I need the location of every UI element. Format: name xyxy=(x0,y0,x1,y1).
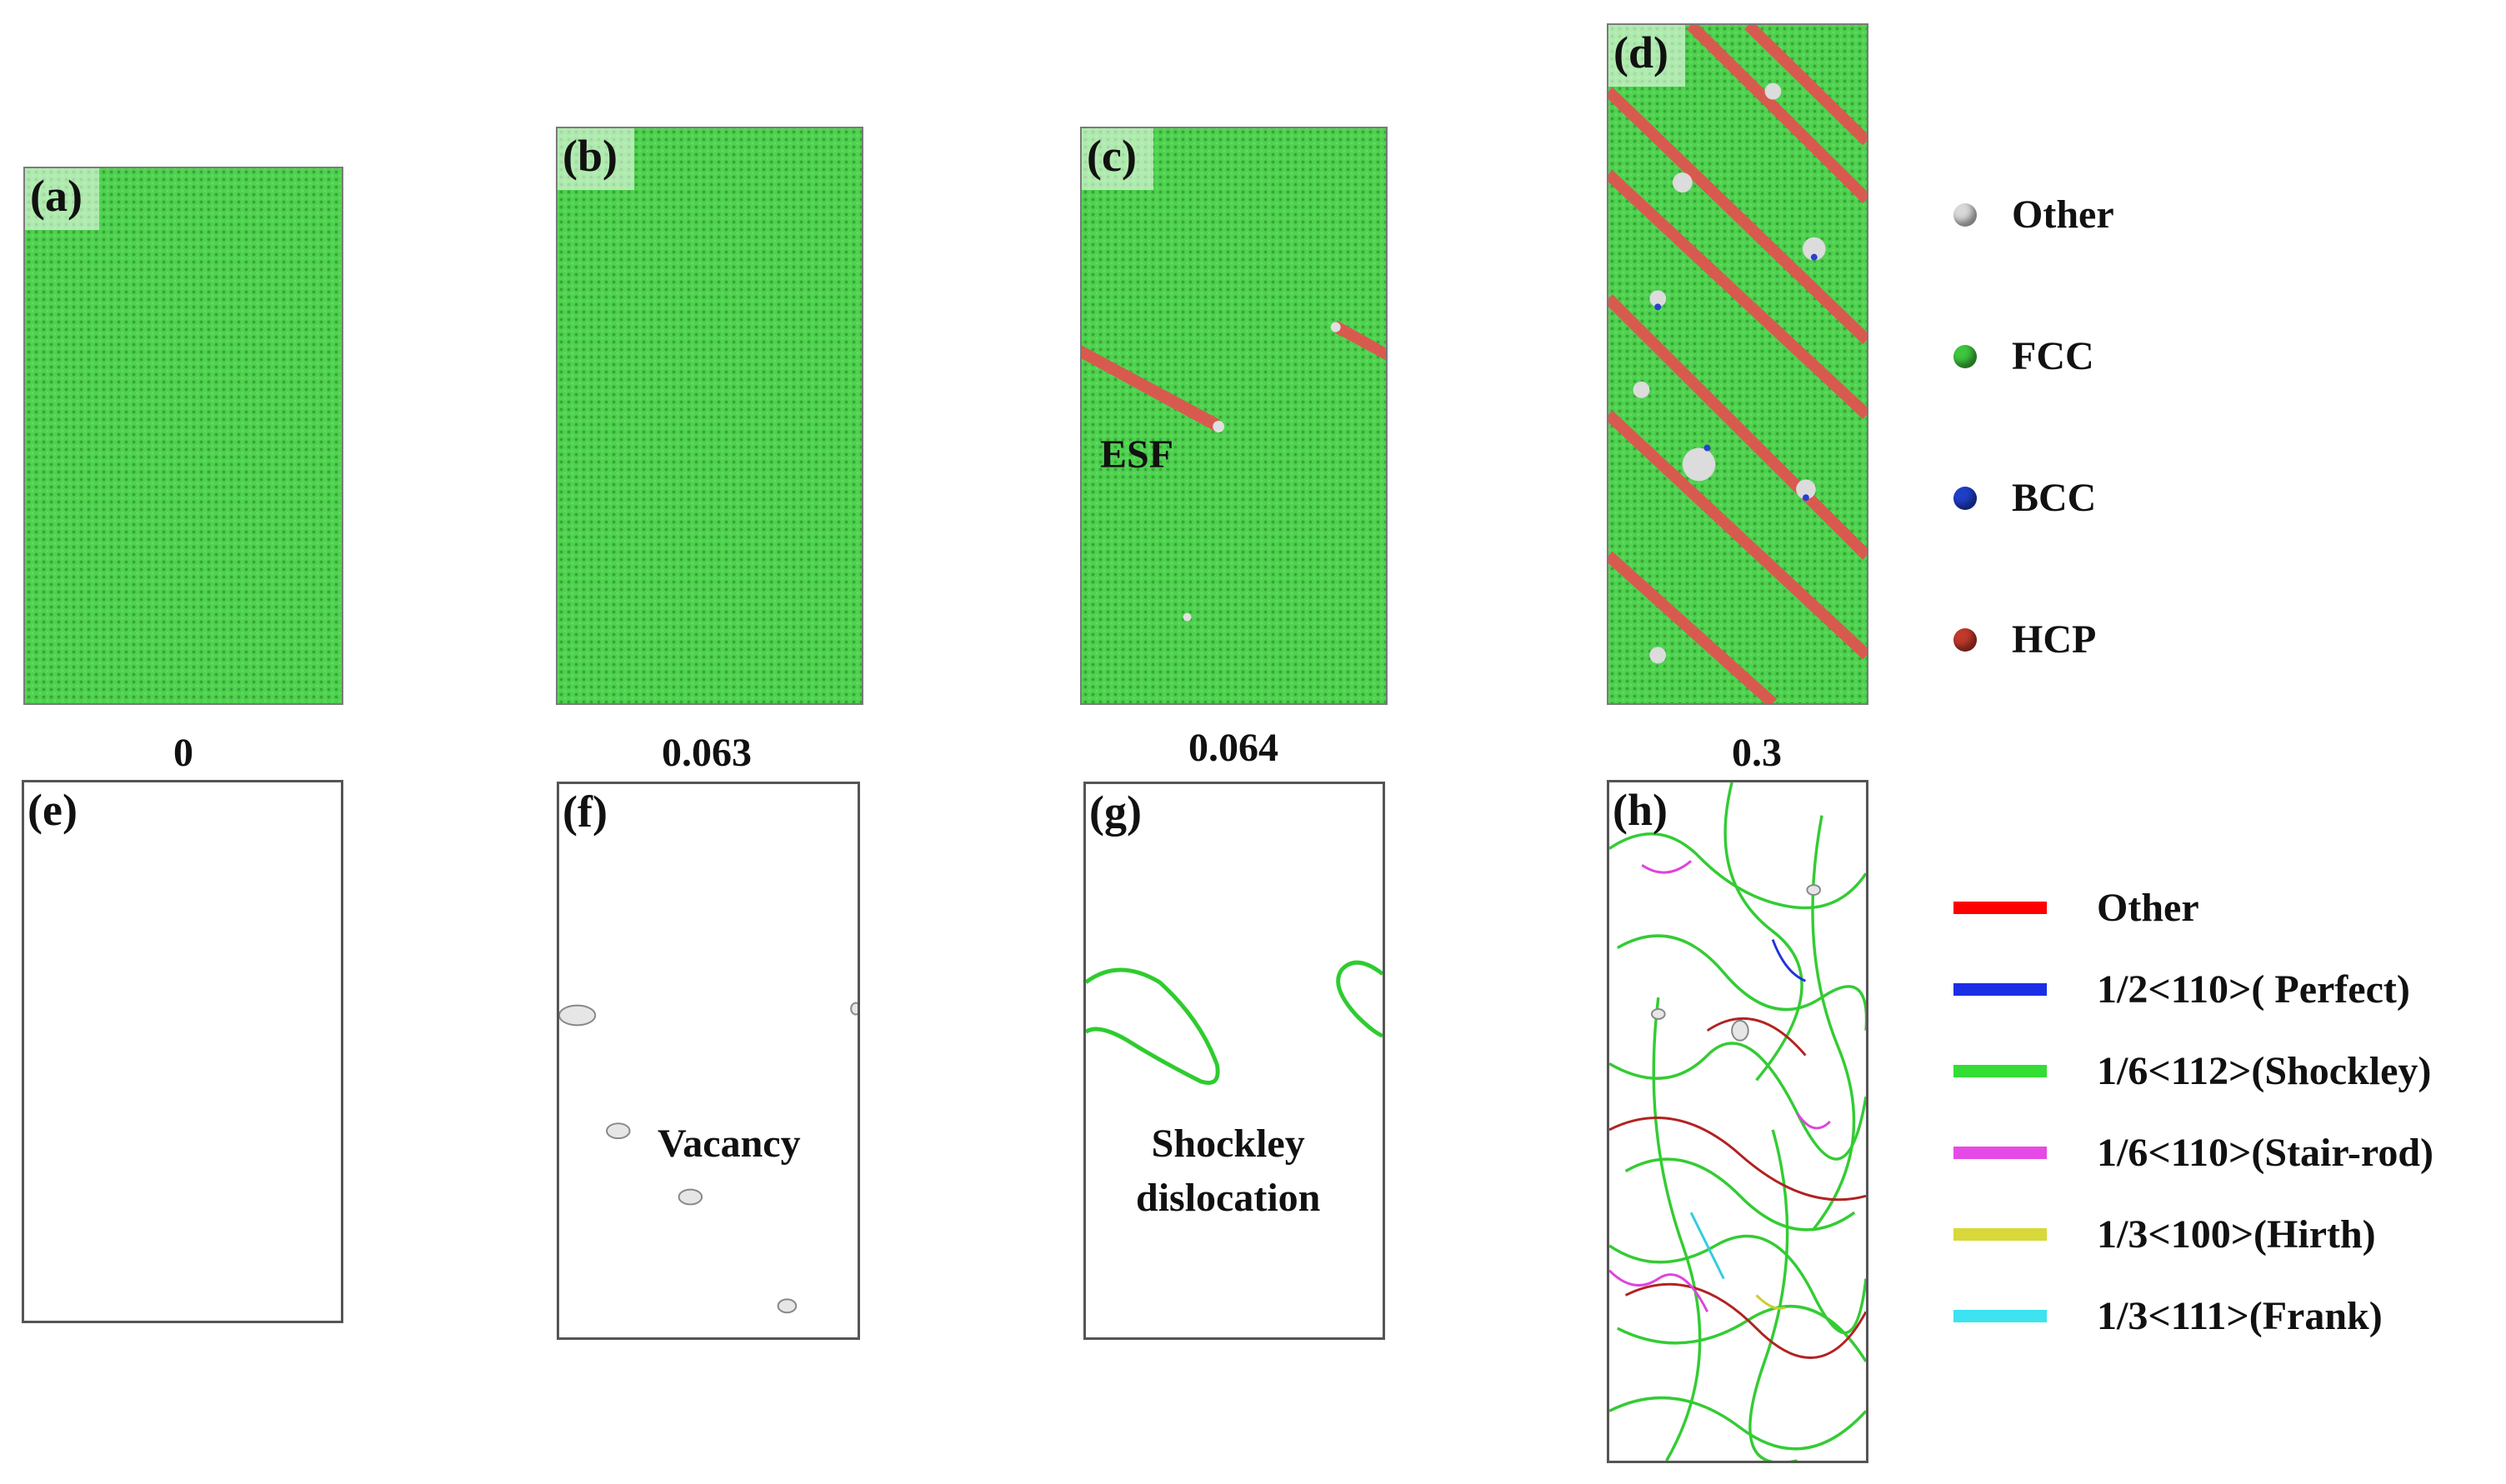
panel-g: (g) Shockley dislocation xyxy=(1083,782,1385,1340)
perfect-line-swatch xyxy=(1953,983,2047,996)
panel-label-a: (a) xyxy=(25,168,99,230)
panel-label-c: (c) xyxy=(1082,128,1153,190)
shockley-dislocation-line xyxy=(1086,967,1220,1085)
dislocation-legend-shockley: 1/6<112>(Shockley) xyxy=(1953,1048,2431,1094)
other-atom-icon xyxy=(1953,202,1977,227)
partial-atom xyxy=(1213,420,1225,432)
shockley-annotation-line2: dislocation xyxy=(1136,1175,1321,1220)
dislocation-legend-label: 1/6<110>(Stair-rod) xyxy=(2097,1131,2434,1175)
panel-h: (h) xyxy=(1607,780,1868,1463)
panel-a: (a) xyxy=(23,167,343,705)
hcp-bands-overlay xyxy=(1608,25,1867,703)
dislocation-legend-label: 1/2<110>( Perfect) xyxy=(2097,967,2410,1012)
structure-legend-label: BCC xyxy=(2012,476,2097,520)
shockley-annotation-line1: Shockley xyxy=(1151,1122,1305,1166)
hirth-line-swatch xyxy=(1953,1228,2047,1241)
dislocation-legend-stair-rod: 1/6<110>(Stair-rod) xyxy=(1953,1130,2433,1176)
structure-legend-label: FCC xyxy=(2012,334,2094,378)
panel-b: (b) xyxy=(556,127,863,705)
structure-legend-fcc: FCC xyxy=(1953,333,2094,379)
vacancy-annotation: Vacancy xyxy=(658,1122,801,1166)
esf-annotation: ESF xyxy=(1100,432,1174,477)
strain-label-a: 0 xyxy=(173,731,193,775)
stacking-fault-band xyxy=(1082,345,1221,432)
dislocation-legend-perfect: 1/2<110>( Perfect) xyxy=(1953,967,2410,1012)
stair-rod-line-swatch xyxy=(1953,1147,2047,1159)
structure-legend-other: Other xyxy=(1953,192,2114,237)
structure-legend-label: HCP xyxy=(2012,617,2097,662)
panel-c: (c) ESF xyxy=(1080,127,1388,705)
vacancy-clusters xyxy=(559,1002,858,1314)
shockley-annotation: Shockley dislocation xyxy=(1136,1117,1320,1226)
dislocation-legend-label: 1/6<112>(Shockley) xyxy=(2097,1049,2432,1093)
dislocation-legend-label: Other xyxy=(2097,886,2199,930)
shockley-dislocation-line xyxy=(1336,960,1383,1038)
panel-label-e: (e) xyxy=(28,785,78,835)
panel-label-g: (g) xyxy=(1089,787,1142,837)
structure-legend-bcc: BCC xyxy=(1953,475,2096,521)
panel-d: (d) xyxy=(1607,23,1868,705)
panel-label-b: (b) xyxy=(558,128,634,190)
strain-label-c: 0.064 xyxy=(1188,726,1278,770)
shockley-line-swatch xyxy=(1953,1065,2047,1077)
dislocation-legend-frank: 1/3<111>(Frank) xyxy=(1953,1293,2383,1339)
dislocation-network xyxy=(1609,782,1866,1461)
esf-overlay xyxy=(1082,320,1386,622)
other-atom xyxy=(1183,612,1192,622)
dislocation-legend-other: Other xyxy=(1953,885,2199,931)
panel-label-d: (d) xyxy=(1608,25,1685,87)
panel-label-f: (f) xyxy=(563,787,608,837)
other-line-swatch xyxy=(1953,902,2047,914)
partial-atom xyxy=(1330,322,1341,332)
strain-label-d: 0.3 xyxy=(1732,731,1782,775)
dislocation-legend-hirth: 1/3<100>(Hirth) xyxy=(1953,1212,2376,1257)
hcp-atom-icon xyxy=(1953,627,1977,652)
shockley-loops xyxy=(1086,960,1383,1085)
panel-e: (e) xyxy=(22,780,343,1323)
panel-f: (f) Vacancy xyxy=(557,782,860,1340)
fcc-atom-icon xyxy=(1953,344,1977,368)
strain-label-b: 0.063 xyxy=(662,731,752,775)
panel-label-h: (h) xyxy=(1613,785,1668,835)
structure-legend-label: Other xyxy=(2012,192,2114,237)
structure-legend-hcp: HCP xyxy=(1953,617,2096,662)
stacking-fault-band xyxy=(1333,320,1386,361)
dislocation-legend-label: 1/3<111>(Frank) xyxy=(2097,1294,2383,1338)
bcc-atom-icon xyxy=(1953,486,1977,510)
frank-line-swatch xyxy=(1953,1310,2047,1322)
dislocation-legend-label: 1/3<100>(Hirth) xyxy=(2097,1212,2376,1257)
